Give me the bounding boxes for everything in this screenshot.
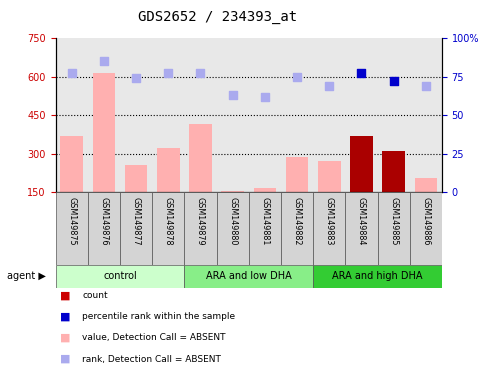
Text: ARA and low DHA: ARA and low DHA [206, 271, 292, 281]
Text: value, Detection Call = ABSENT: value, Detection Call = ABSENT [82, 333, 226, 343]
Text: GSM149886: GSM149886 [421, 197, 430, 245]
Point [390, 78, 398, 84]
Bar [378, 192, 410, 265]
Text: control: control [103, 271, 137, 281]
Bar [120, 192, 152, 265]
Bar [414, 178, 437, 192]
Text: GSM149885: GSM149885 [389, 197, 398, 246]
Text: GDS2652 / 234393_at: GDS2652 / 234393_at [138, 10, 297, 23]
Bar [313, 192, 345, 265]
Text: ARA and high DHA: ARA and high DHA [332, 271, 423, 281]
Point [132, 75, 140, 81]
Text: ■: ■ [60, 354, 71, 364]
Text: GSM149881: GSM149881 [260, 197, 270, 245]
Point [197, 70, 204, 76]
Bar [249, 192, 281, 265]
Point [261, 94, 269, 100]
Bar [221, 191, 244, 192]
Bar [185, 192, 216, 265]
Point [422, 83, 430, 89]
Bar [189, 124, 212, 192]
Text: GSM149882: GSM149882 [293, 197, 301, 246]
Bar [88, 192, 120, 265]
Bar [383, 151, 405, 192]
Bar [56, 265, 185, 288]
Text: ■: ■ [60, 312, 71, 322]
Bar [345, 192, 378, 265]
Text: agent ▶: agent ▶ [7, 271, 46, 281]
Text: GSM149876: GSM149876 [99, 197, 108, 246]
Text: GSM149880: GSM149880 [228, 197, 237, 245]
Bar [313, 265, 442, 288]
Text: ■: ■ [60, 333, 71, 343]
Bar [350, 136, 373, 192]
Bar [93, 73, 115, 192]
Text: GSM149879: GSM149879 [196, 197, 205, 246]
Bar [410, 192, 442, 265]
Bar [281, 192, 313, 265]
Text: GSM149875: GSM149875 [67, 197, 76, 246]
Bar [56, 192, 88, 265]
Bar [318, 161, 341, 192]
Text: GSM149878: GSM149878 [164, 197, 173, 246]
Bar [185, 265, 313, 288]
Point [357, 70, 365, 76]
Text: ■: ■ [60, 291, 71, 301]
Bar [60, 136, 83, 192]
Bar [125, 165, 147, 192]
Bar [286, 157, 308, 192]
Text: GSM149883: GSM149883 [325, 197, 334, 245]
Bar [254, 188, 276, 192]
Text: GSM149884: GSM149884 [357, 197, 366, 245]
Point [164, 70, 172, 76]
Text: percentile rank within the sample: percentile rank within the sample [82, 312, 235, 321]
Point [326, 83, 333, 89]
Point [293, 74, 301, 80]
Bar [216, 192, 249, 265]
Text: rank, Detection Call = ABSENT: rank, Detection Call = ABSENT [82, 354, 221, 364]
Bar [152, 192, 185, 265]
Text: GSM149877: GSM149877 [131, 197, 141, 246]
Bar [157, 149, 180, 192]
Text: count: count [82, 291, 108, 300]
Point [68, 70, 75, 76]
Point [229, 92, 237, 98]
Point [100, 58, 108, 65]
